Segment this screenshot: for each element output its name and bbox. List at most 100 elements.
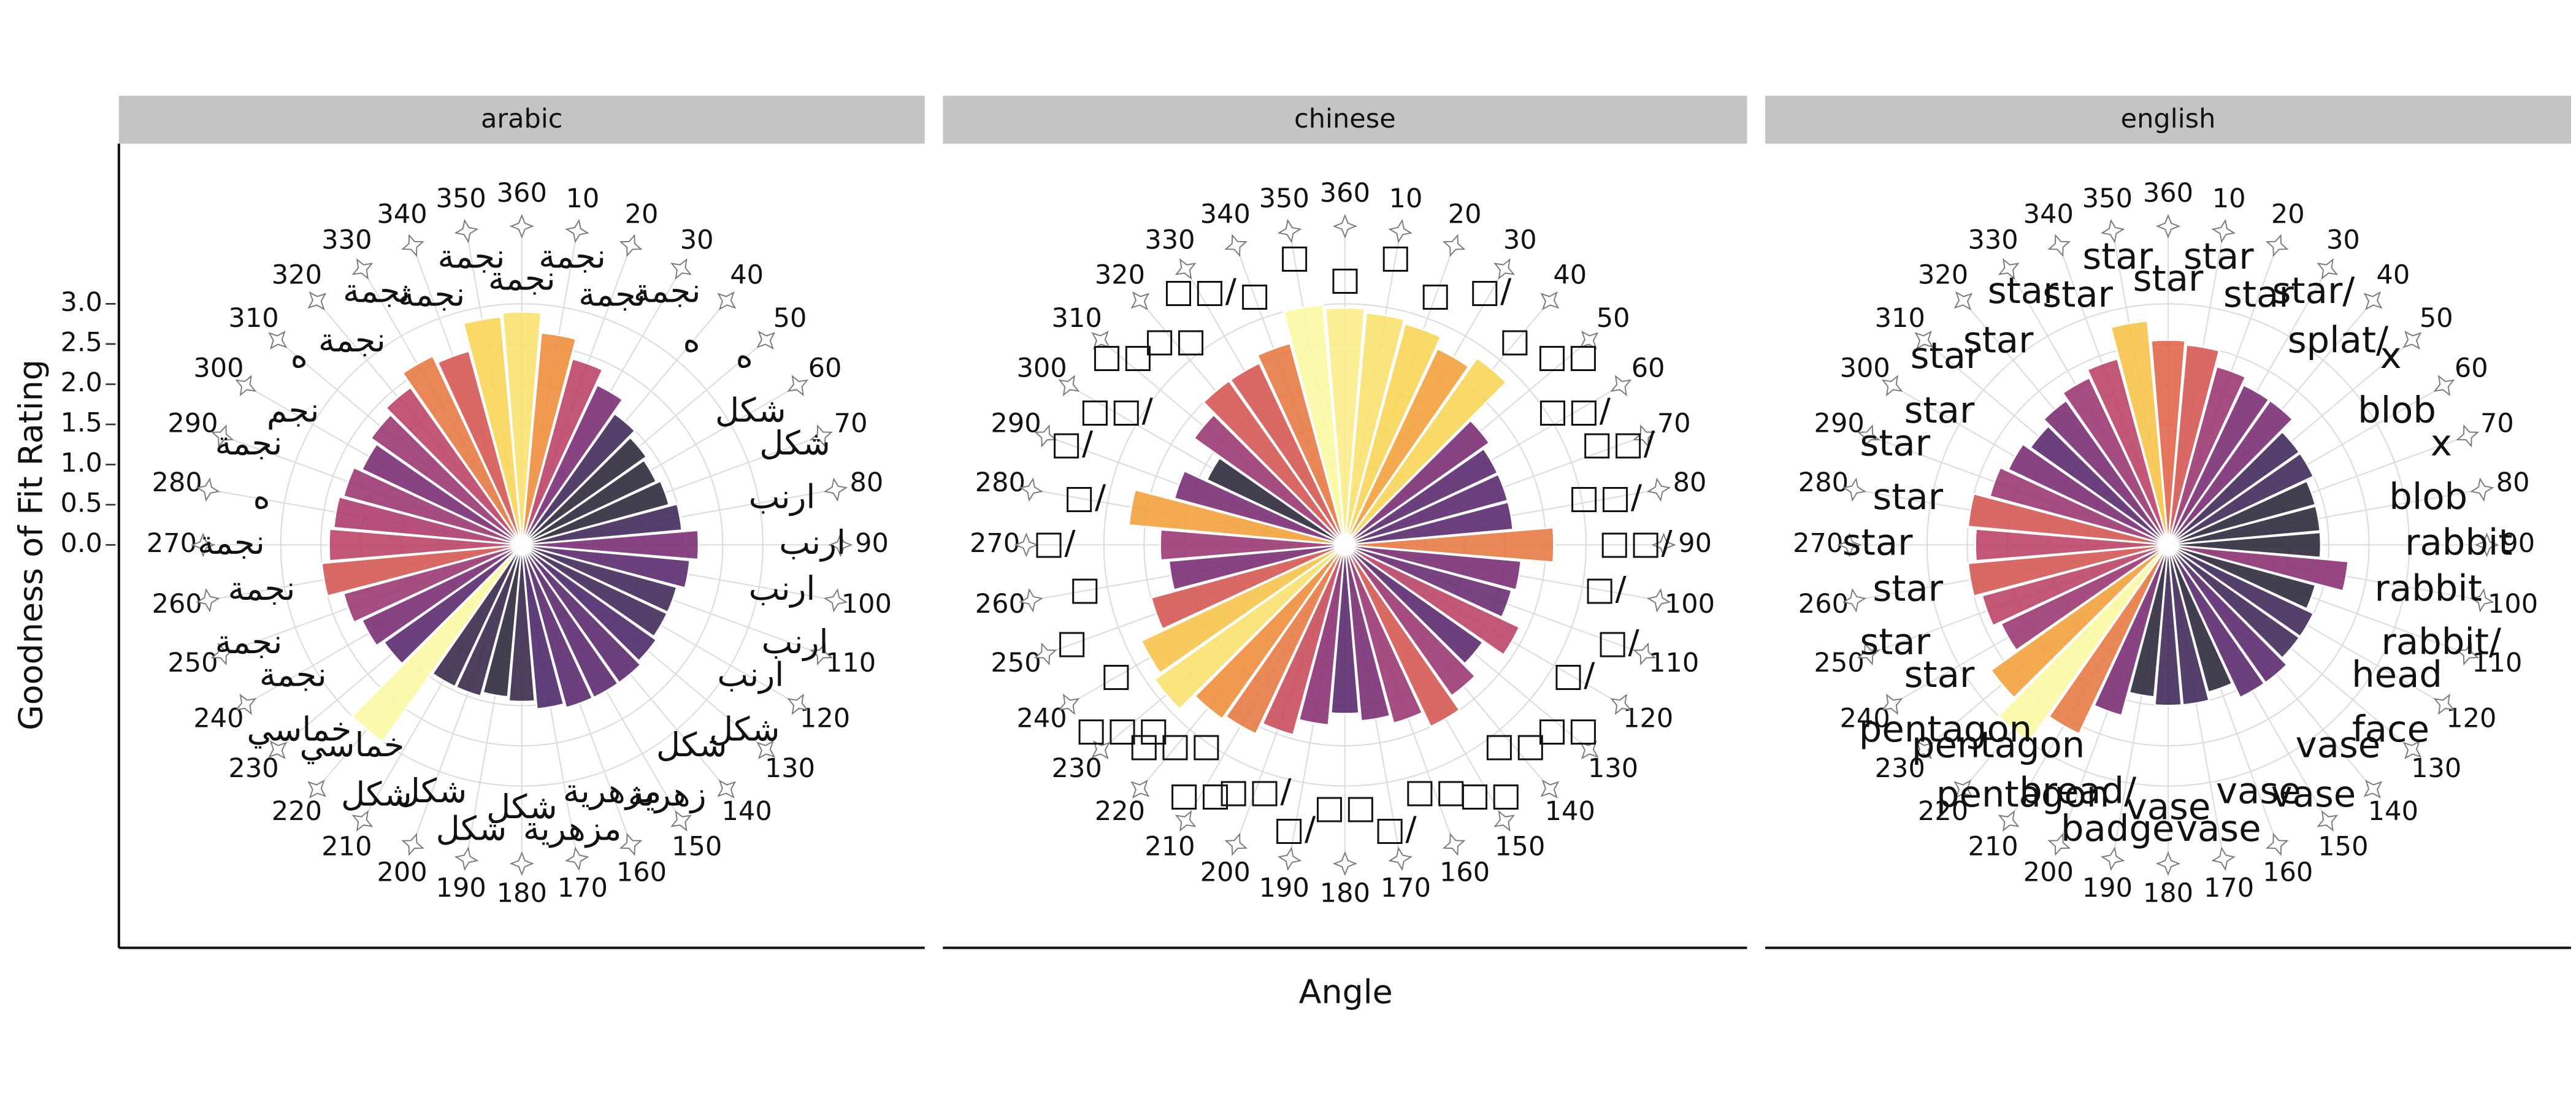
angle-tick-label: 50 [1597, 303, 1630, 334]
angle-tick-label: 280 [152, 467, 202, 498]
word-label: □ [1239, 275, 1270, 313]
angle-tick-label: 90 [855, 528, 889, 559]
angle-tick-label: 110 [2472, 648, 2522, 678]
angle-tick-label: 30 [680, 225, 714, 256]
shape-icon [787, 375, 809, 397]
shape-icon [2100, 846, 2125, 871]
word-label: شكل [709, 710, 780, 749]
word-label: star [1860, 422, 1930, 464]
shape-icon [1014, 532, 1039, 558]
bar [2167, 545, 2210, 706]
word-label: □□ [1484, 726, 1546, 764]
bar [2168, 544, 2315, 638]
angle-tick-label: 220 [1918, 796, 1968, 827]
shape-icon [1058, 693, 1080, 715]
angle-tick-label: 270 [1793, 528, 1843, 559]
shape-icon [2317, 810, 2339, 832]
word-label: نجمة [343, 272, 410, 310]
angle-tick-label: 10 [565, 183, 599, 214]
angle-tick-label: 140 [722, 796, 772, 827]
word-label: شكل [656, 726, 727, 764]
word-label: □□ [1459, 775, 1522, 813]
angle-tick-label: 70 [1657, 408, 1691, 439]
shape-icon [1953, 780, 1973, 799]
angle-tick-label: 140 [1545, 796, 1595, 827]
angle-tick-label: 50 [773, 303, 807, 334]
bar [369, 413, 523, 546]
word-label: شكل [486, 788, 558, 826]
shape-icon [1914, 740, 1934, 759]
angle-tick-label: 260 [152, 589, 202, 619]
shape-icon [2469, 588, 2494, 613]
shape-icon [1914, 331, 1934, 350]
angle-tick-label: 310 [1052, 303, 1102, 334]
shape-icon [401, 832, 424, 856]
shape-icon [2100, 218, 2125, 243]
bar [1173, 469, 1346, 546]
bar [521, 503, 683, 546]
angle-tick-label: 190 [2082, 873, 2133, 903]
angle-tick-label: 250 [1814, 648, 1865, 678]
shape-icon [2317, 258, 2339, 280]
angle-tick-label: 170 [558, 873, 608, 903]
angle-tick-label: 230 [228, 753, 278, 784]
angle-tick-label: 250 [991, 648, 1041, 678]
word-label: □□ [1168, 775, 1231, 813]
shape-icon [1998, 258, 2020, 280]
bar [455, 544, 523, 697]
bar [401, 355, 523, 546]
bar [521, 459, 657, 546]
shape-icon [1033, 424, 1057, 448]
shape-icon [823, 588, 848, 613]
shape-icon [1881, 693, 1903, 715]
angle-tick-label: 30 [2326, 225, 2360, 256]
word-label: □□/ [1568, 477, 1643, 516]
word-label: ه [253, 477, 270, 516]
bar [321, 544, 523, 597]
angle-tick-label: 60 [2455, 353, 2488, 384]
word-label: star [1904, 653, 1975, 696]
shape-icon [2211, 218, 2236, 243]
angle-tick-label: 260 [975, 589, 1025, 619]
word-label: vase [2176, 807, 2261, 849]
word-label: شكل [436, 810, 507, 848]
angle-tick-label: 220 [1095, 796, 1145, 827]
bar [1980, 544, 2169, 627]
shape-icon [1332, 851, 1357, 876]
angle-tick-label: 290 [991, 408, 1041, 439]
shape-icon [1579, 331, 1599, 350]
shape-icon [1019, 588, 1043, 613]
word-label: vase [2271, 773, 2356, 815]
shape-icon [454, 218, 479, 243]
bar [521, 544, 619, 699]
shape-icon [235, 375, 257, 397]
angle-tick-label: 140 [2368, 796, 2418, 827]
bar [1344, 356, 1508, 546]
bar [1344, 419, 1491, 546]
angle-tick-label: 250 [167, 648, 218, 678]
shape-icon [717, 291, 737, 310]
word-label: □□ [1536, 710, 1599, 749]
bar [462, 316, 523, 545]
bar [2168, 544, 2317, 610]
word-label: rabbit [2374, 567, 2482, 609]
shape-icon [1224, 832, 1248, 856]
word-label: □ [1380, 237, 1411, 275]
word-label: نجمة [318, 321, 386, 359]
word-label: □ [1499, 321, 1530, 359]
shape-icon [2474, 532, 2499, 558]
angle-tick-label: 340 [2023, 199, 2074, 230]
angle-tick-label: 40 [730, 260, 764, 291]
bar [521, 358, 604, 546]
word-label: □/ [1584, 569, 1627, 608]
word-label: شكل [341, 775, 412, 813]
word-label: □□ [1314, 788, 1376, 826]
shape-icon [307, 780, 327, 799]
shape-icon [1175, 258, 1197, 280]
bar [1261, 544, 1346, 736]
bar [2168, 544, 2301, 659]
bar [1140, 544, 1346, 675]
bar [1344, 500, 1514, 546]
shape-icon [1646, 588, 1671, 613]
angle-tick-label: 350 [2082, 183, 2133, 214]
